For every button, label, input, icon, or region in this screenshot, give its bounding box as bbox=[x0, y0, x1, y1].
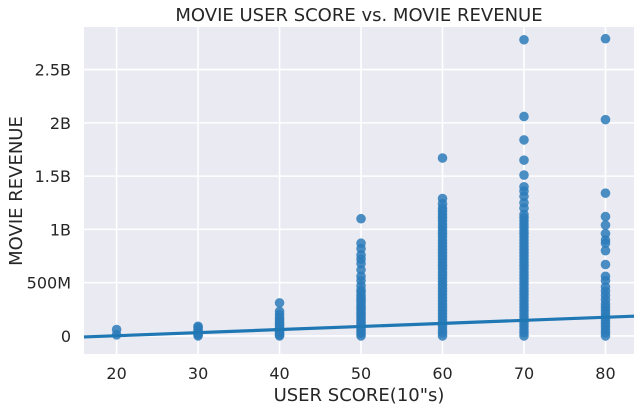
y-tick-label: 1.5B bbox=[35, 167, 71, 186]
data-point bbox=[111, 324, 122, 335]
data-point bbox=[437, 153, 448, 163]
data-point bbox=[356, 213, 366, 224]
data-point bbox=[519, 135, 529, 145]
regression-line-group bbox=[83, 314, 635, 339]
regression-line bbox=[83, 314, 635, 339]
y-tick-label: 500M bbox=[27, 274, 71, 293]
x-tick-label: 50 bbox=[351, 364, 371, 383]
data-point bbox=[600, 220, 611, 230]
data-point bbox=[356, 238, 366, 249]
data-point bbox=[519, 181, 529, 192]
x-tick-labels: 20 30 40 50 60 70 80 bbox=[106, 364, 615, 383]
x-tick-label: 60 bbox=[432, 364, 452, 383]
y-tick-label: 0 bbox=[61, 327, 71, 346]
data-point bbox=[600, 33, 611, 44]
data-point bbox=[274, 306, 285, 317]
x-axis-label: USER SCORE(10"s) bbox=[274, 385, 445, 406]
x-tick-label: 40 bbox=[269, 364, 289, 383]
data-point bbox=[600, 259, 611, 270]
data-point bbox=[519, 155, 529, 165]
chart-title: MOVIE USER SCORE vs. MOVIE REVENUE bbox=[175, 5, 542, 26]
data-point bbox=[600, 228, 611, 239]
grid-lines bbox=[84, 27, 634, 354]
y-tick-label: 2B bbox=[50, 114, 71, 133]
data-point bbox=[274, 298, 285, 308]
data-point bbox=[600, 114, 611, 125]
data-point bbox=[600, 271, 611, 282]
data-point bbox=[600, 188, 611, 198]
x-tick-label: 80 bbox=[595, 364, 615, 383]
y-tick-label: 2.5B bbox=[35, 61, 71, 80]
data-point bbox=[519, 111, 529, 122]
data-point bbox=[193, 321, 203, 332]
data-point bbox=[519, 170, 529, 180]
data-point bbox=[519, 34, 529, 45]
y-tick-labels: 0 500M 1B 1.5B 2B 2.5B bbox=[27, 61, 71, 346]
x-tick-label: 70 bbox=[514, 364, 534, 383]
x-tick-label: 20 bbox=[106, 364, 126, 383]
y-axis-label: MOVIE REVENUE bbox=[6, 116, 27, 266]
data-point bbox=[600, 245, 611, 256]
y-tick-label: 1B bbox=[50, 220, 71, 239]
x-tick-label: 30 bbox=[188, 364, 208, 383]
data-point bbox=[437, 193, 448, 204]
data-point bbox=[600, 211, 611, 222]
